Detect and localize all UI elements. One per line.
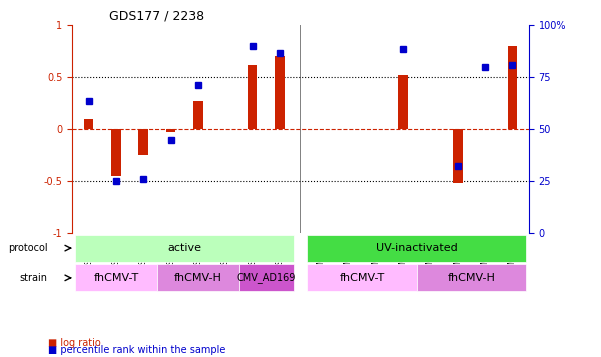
Text: fhCMV-T: fhCMV-T bbox=[93, 273, 138, 283]
Text: ■ percentile rank within the sample: ■ percentile rank within the sample bbox=[48, 345, 225, 355]
Bar bbox=[398, 75, 408, 129]
Bar bbox=[453, 129, 463, 183]
Text: UV-inactivated: UV-inactivated bbox=[376, 243, 457, 253]
Bar bbox=[508, 46, 517, 129]
Text: ■ log ratio: ■ log ratio bbox=[48, 338, 101, 348]
Bar bbox=[84, 119, 93, 129]
Text: fhCMV-H: fhCMV-H bbox=[174, 273, 222, 283]
Text: fhCMV-H: fhCMV-H bbox=[448, 273, 495, 283]
FancyBboxPatch shape bbox=[75, 265, 157, 291]
Text: GDS177 / 2238: GDS177 / 2238 bbox=[109, 9, 204, 22]
Text: fhCMV-T: fhCMV-T bbox=[340, 273, 385, 283]
FancyBboxPatch shape bbox=[157, 265, 239, 291]
FancyBboxPatch shape bbox=[307, 265, 416, 291]
Text: protocol: protocol bbox=[8, 243, 47, 253]
Text: active: active bbox=[167, 243, 201, 253]
Bar bbox=[166, 129, 175, 132]
Text: CMV_AD169: CMV_AD169 bbox=[237, 272, 296, 283]
Bar bbox=[138, 129, 148, 155]
Text: strain: strain bbox=[19, 273, 47, 283]
Bar bbox=[111, 129, 121, 176]
FancyBboxPatch shape bbox=[307, 235, 526, 261]
FancyBboxPatch shape bbox=[416, 265, 526, 291]
FancyBboxPatch shape bbox=[239, 265, 294, 291]
Bar bbox=[248, 65, 257, 129]
Bar bbox=[193, 101, 203, 129]
Bar bbox=[275, 56, 285, 129]
FancyBboxPatch shape bbox=[75, 235, 294, 261]
